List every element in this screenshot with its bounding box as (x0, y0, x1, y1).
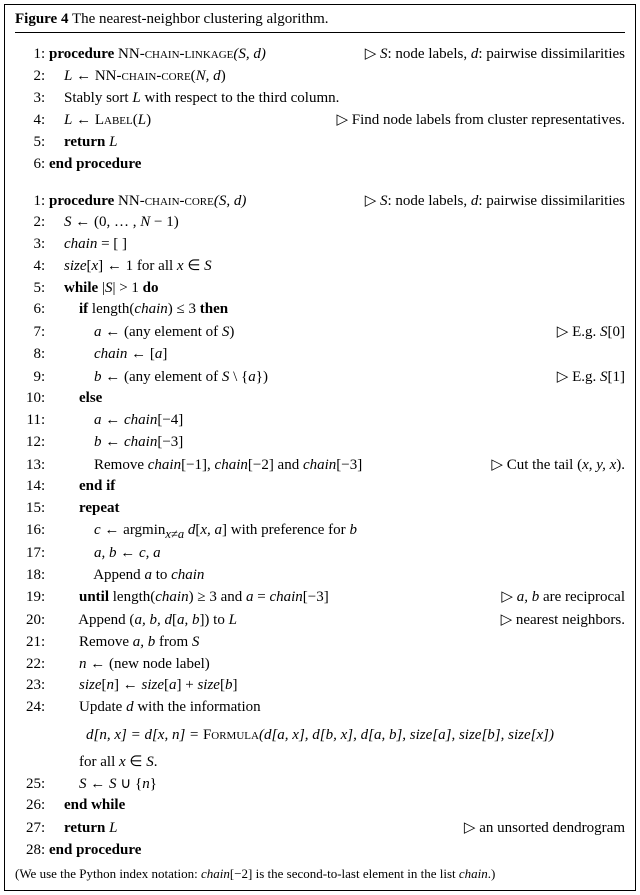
code: c ← argminx≠a d[x, a] with preference fo… (49, 520, 625, 543)
code: Remove chain[−1], chain[−2] and chain[−3… (49, 455, 483, 477)
line-number: 22 (15, 654, 41, 676)
line-number: 10 (15, 388, 41, 410)
line-number: 20 (15, 610, 41, 632)
code: if length(chain) ≤ 3 then (49, 299, 625, 321)
line-number: 8 (15, 344, 41, 366)
line-number: 5 (15, 132, 41, 154)
code: b ← chain[−3] (49, 432, 625, 454)
line-number: 7 (15, 322, 41, 344)
line-number: 26 (15, 795, 41, 817)
line-number: 17 (15, 543, 41, 565)
line-number: 6 (15, 299, 41, 321)
code: chain ← [a] (49, 344, 625, 366)
procedure-nn-chain-core: 1: procedure NN-chain-core(S, d) ▷ S: no… (15, 190, 625, 862)
line-number: 12 (15, 432, 41, 454)
line-number: 1 (15, 44, 41, 66)
code: a ← chain[−4] (49, 410, 625, 432)
footnote: (We use the Python index notation: chain… (15, 866, 625, 882)
code: return L (49, 132, 625, 154)
line-number: 3 (15, 234, 41, 256)
code: n ← (new node label) (49, 654, 625, 676)
code: while |S| > 1 do (49, 278, 625, 300)
line-number: 6 (15, 154, 41, 176)
comment: ▷ S: node labels, d: pairwise dissimilar… (357, 190, 625, 213)
comment: ▷ Cut the tail (x, y, x). (483, 454, 625, 477)
comment: ▷ nearest neighbors. (493, 609, 625, 632)
line-number: 13 (15, 455, 41, 477)
code: S ← (0, … , N − 1) (49, 212, 625, 234)
code: end while (49, 795, 625, 817)
code: end if (49, 476, 625, 498)
code: until length(chain) ≥ 3 and a = chain[−3… (49, 587, 493, 609)
line-number: 1 (15, 191, 41, 213)
figure-box: Figure 4 The nearest-neighbor clustering… (4, 4, 636, 891)
code: Update d with the information (49, 697, 625, 719)
code: chain = [ ] (49, 234, 625, 256)
figure-label: Figure 4 (15, 11, 68, 27)
line-number: 16 (15, 520, 41, 542)
code: size[n] ← size[a] + size[b] (49, 675, 625, 697)
line-number: 5 (15, 278, 41, 300)
formula: d[n, x] = d[x, n] = Formula(d[a, x], d[b… (15, 727, 625, 744)
code: procedure NN-chain-linkage(S, d) (49, 44, 357, 66)
line-number: 2 (15, 212, 41, 234)
code: b ← (any element of S \ {a}) (49, 367, 549, 389)
line-number: 24 (15, 697, 41, 719)
code: L ← NN-chain-core(N, d) (49, 66, 625, 88)
procedure-nn-chain-linkage: 1: procedure NN-chain-linkage(S, d) ▷ S:… (15, 43, 625, 176)
line-number: 11 (15, 410, 41, 432)
algo-line: 2: L ← NN-chain-core(N, d) (15, 66, 625, 88)
algo-line: 1: procedure NN-chain-linkage(S, d) ▷ S:… (15, 43, 625, 66)
line-number: 2 (15, 66, 41, 88)
code: Stably sort L with respect to the third … (49, 88, 625, 110)
line-number: 15 (15, 498, 41, 520)
line-number: 27 (15, 818, 41, 840)
code: Append a to chain (49, 565, 625, 587)
comment: ▷ E.g. S[1] (549, 366, 625, 389)
code: Remove a, b from S (49, 632, 625, 654)
comment: ▷ Find node labels from cluster represen… (328, 109, 625, 132)
line-number: 3 (15, 88, 41, 110)
algo-line: 1: procedure NN-chain-core(S, d) ▷ S: no… (15, 190, 625, 213)
code: end procedure (49, 154, 625, 176)
comment: ▷ an unsorted dendrogram (456, 817, 625, 840)
algo-line: 6: end procedure (15, 154, 625, 176)
code: repeat (49, 498, 625, 520)
line-number: 9 (15, 367, 41, 389)
algo-line: 5: return L (15, 132, 625, 154)
line-number: 4 (15, 110, 41, 132)
code: else (49, 388, 625, 410)
code: a, b ← c, a (49, 543, 625, 565)
line-number: 23 (15, 675, 41, 697)
line-number: 18 (15, 565, 41, 587)
code: Append (a, b, d[a, b]) to L (49, 610, 493, 632)
comment: ▷ a, b are reciprocal (493, 586, 625, 609)
code: size[x] ← 1 for all x ∈ S (49, 256, 625, 278)
line-number: 28 (15, 840, 41, 862)
line-number: 19 (15, 587, 41, 609)
figure-title: Figure 4 The nearest-neighbor clustering… (15, 11, 625, 33)
code: a ← (any element of S) (49, 322, 549, 344)
code: procedure NN-chain-core(S, d) (49, 191, 357, 213)
algo-line: 4: L ← Label(L) ▷ Find node labels from … (15, 109, 625, 132)
comment: ▷ S: node labels, d: pairwise dissimilar… (357, 43, 625, 66)
code: for all x ∈ S. (49, 752, 625, 774)
line-number: 21 (15, 632, 41, 654)
line-number: 25 (15, 774, 41, 796)
line-number: 4 (15, 256, 41, 278)
code: end procedure (49, 840, 625, 862)
line-number: 14 (15, 476, 41, 498)
comment: ▷ E.g. S[0] (549, 321, 625, 344)
code: S ← S ∪ {n} (49, 774, 625, 796)
algo-line: 3: Stably sort L with respect to the thi… (15, 88, 625, 110)
code: L ← Label(L) (49, 110, 328, 132)
figure-caption-text: The nearest-neighbor clustering algorith… (72, 11, 329, 27)
code: return L (49, 818, 456, 840)
